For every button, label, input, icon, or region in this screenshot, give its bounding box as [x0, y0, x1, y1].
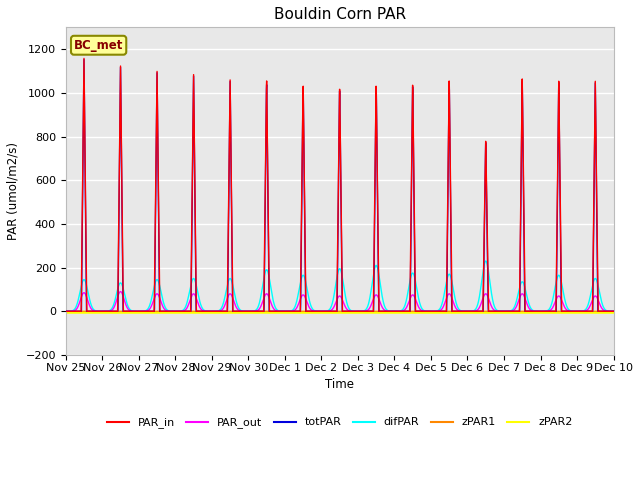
PAR_out — [540, 308, 548, 314]
zPAR1 — [157, 308, 164, 314]
totPAR — [62, 308, 70, 314]
PAR_in — [157, 308, 164, 314]
PAR_in — [540, 308, 548, 314]
Title: Bouldin Corn PAR: Bouldin Corn PAR — [273, 7, 406, 22]
totPAR — [272, 308, 280, 314]
Text: BC_met: BC_met — [74, 39, 124, 52]
zPAR1 — [296, 308, 303, 314]
totPAR — [599, 308, 607, 314]
PAR_out — [610, 308, 618, 314]
zPAR2 — [157, 310, 164, 315]
zPAR1 — [62, 308, 70, 314]
totPAR — [540, 308, 548, 314]
difPAR — [482, 258, 490, 264]
PAR_out — [599, 307, 607, 312]
Line: PAR_out: PAR_out — [66, 292, 614, 311]
difPAR — [272, 305, 280, 311]
Y-axis label: PAR (umol/m2/s): PAR (umol/m2/s) — [7, 142, 20, 240]
totPAR — [125, 308, 132, 314]
PAR_out — [157, 299, 164, 304]
PAR_out — [116, 289, 124, 295]
difPAR — [124, 304, 132, 310]
PAR_in — [80, 56, 88, 61]
difPAR — [540, 308, 548, 314]
zPAR2 — [540, 310, 548, 315]
difPAR — [599, 303, 607, 309]
zPAR2 — [272, 310, 280, 315]
PAR_in — [272, 308, 280, 314]
zPAR2 — [296, 310, 303, 315]
zPAR2 — [124, 310, 132, 315]
totPAR — [80, 57, 88, 62]
X-axis label: Time: Time — [325, 378, 354, 391]
PAR_out — [296, 298, 303, 304]
difPAR — [157, 288, 164, 293]
difPAR — [610, 308, 618, 314]
zPAR2 — [610, 310, 618, 315]
PAR_in — [62, 308, 70, 314]
PAR_in — [610, 308, 618, 314]
PAR_out — [272, 308, 280, 313]
zPAR1 — [540, 308, 548, 314]
PAR_in — [125, 308, 132, 314]
totPAR — [157, 308, 164, 314]
Line: totPAR: totPAR — [66, 60, 614, 311]
Legend: PAR_in, PAR_out, totPAR, difPAR, zPAR1, zPAR2: PAR_in, PAR_out, totPAR, difPAR, zPAR1, … — [102, 413, 577, 433]
zPAR1 — [610, 308, 618, 314]
zPAR1 — [124, 308, 132, 314]
difPAR — [62, 308, 70, 314]
PAR_in — [599, 308, 607, 314]
totPAR — [610, 308, 618, 314]
PAR_out — [125, 307, 132, 312]
zPAR1 — [599, 308, 607, 314]
zPAR1 — [272, 308, 280, 314]
zPAR2 — [62, 310, 70, 315]
PAR_out — [62, 308, 70, 314]
PAR_in — [296, 308, 303, 314]
Line: difPAR: difPAR — [66, 261, 614, 311]
Line: PAR_in: PAR_in — [66, 59, 614, 311]
totPAR — [296, 308, 303, 314]
zPAR2 — [599, 310, 607, 315]
difPAR — [296, 284, 303, 290]
